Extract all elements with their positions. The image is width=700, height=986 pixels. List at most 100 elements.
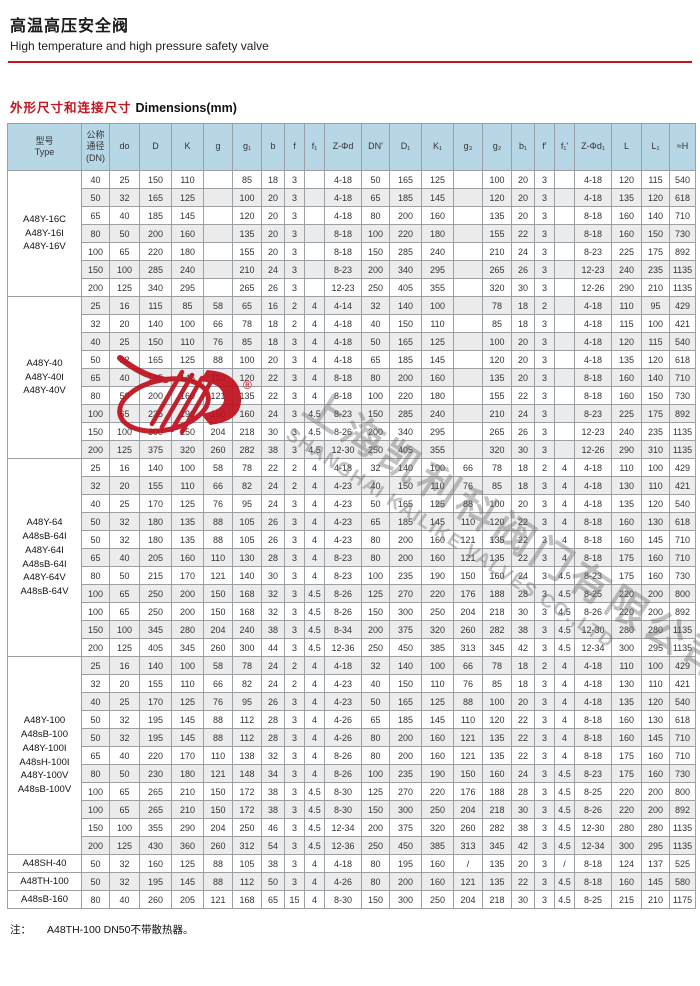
cell-L: 110	[611, 458, 642, 477]
cell-z-phi-d1: 8-23	[574, 566, 612, 585]
cell-dn: 65	[81, 746, 110, 765]
cell-g2: 218	[482, 602, 512, 621]
cell-do: 100	[109, 818, 140, 837]
cell-dn-prime: 200	[361, 818, 390, 837]
cell-D: 205	[139, 548, 172, 567]
table-row: 200 125 375 320 260 282 38 3 4.5 12-30 250 405 355 32…	[8, 440, 696, 459]
cell-g: 260	[203, 836, 233, 855]
cell-D: 150	[139, 170, 172, 189]
table-row: 65 40 220 170 110 138 32 3 4 8-26 80 200 160 121 135 22…	[8, 746, 696, 765]
cell-z-phi-d: 8-30	[324, 782, 362, 801]
cell-g	[203, 206, 233, 225]
cell-f: 3	[284, 494, 305, 513]
column-header-f1: f₁	[304, 123, 325, 171]
cell-f1-prime: 4.5	[554, 890, 575, 909]
table-row: 65 40 185 145 110 120 22 3 4 8-18 80 200 160 135 20 3 8-…	[8, 368, 696, 387]
cell-g3: 110	[453, 512, 483, 531]
cell-g	[203, 170, 233, 189]
table-row: 32 20 155 110 66 82 24 2 4 4-23 40 150 110 76 85 18 3 4 4-…	[8, 674, 696, 693]
cell-D1: 450	[389, 836, 422, 855]
cell-g3: 76	[453, 674, 483, 693]
cell-L1: 130	[641, 710, 670, 729]
cell-H: 1175	[669, 890, 696, 909]
cell-g: 150	[203, 404, 233, 423]
cell-L1: 137	[641, 854, 670, 873]
cell-do: 20	[109, 476, 140, 495]
cell-b1: 22	[511, 710, 535, 729]
cell-L1: 175	[641, 404, 670, 423]
cell-g1: 168	[232, 890, 262, 909]
cell-L1: 235	[641, 260, 670, 279]
cell-D: 260	[139, 890, 172, 909]
cell-g2: 188	[482, 584, 512, 603]
cell-K1: 100	[421, 296, 454, 315]
cell-dn: 65	[81, 548, 110, 567]
cell-K: 290	[171, 818, 204, 837]
cell-z-phi-d: 12-36	[324, 638, 362, 657]
cell-z-phi-d: 8-18	[324, 368, 362, 387]
cell-f1-prime: 4.5	[554, 638, 575, 657]
cell-z-phi-d1: 12-23	[574, 422, 612, 441]
cell-g2: 85	[482, 674, 512, 693]
cell-g1: 218	[232, 422, 262, 441]
cell-dn-prime: 50	[361, 494, 390, 513]
cell-f: 3	[284, 350, 305, 369]
cell-K: 110	[171, 674, 204, 693]
cell-f-prime: 3	[534, 242, 555, 261]
cell-dn: 40	[81, 494, 110, 513]
cell-g1: 155	[232, 242, 262, 261]
cell-f-prime: 3	[534, 890, 555, 909]
cell-g3: 121	[453, 548, 483, 567]
cell-g2: 265	[482, 260, 512, 279]
cell-K: 210	[171, 800, 204, 819]
cell-dn: 80	[81, 224, 110, 243]
cell-f1: 4.5	[304, 800, 325, 819]
cell-z-phi-d1: 4-18	[574, 296, 612, 315]
cell-K1: 385	[421, 638, 454, 657]
cell-z-phi-d1: 8-25	[574, 890, 612, 909]
column-header-H: ≈H	[669, 123, 696, 171]
cell-z-phi-d1: 8-18	[574, 206, 612, 225]
cell-z-phi-d: 8-26	[324, 764, 362, 783]
cell-f-prime: 2	[534, 656, 555, 675]
cell-do: 65	[109, 242, 140, 261]
cell-z-phi-d: 12-36	[324, 836, 362, 855]
cell-K: 135	[171, 512, 204, 531]
cell-g2: 155	[482, 386, 512, 405]
cell-b: 28	[261, 710, 285, 729]
cell-g3	[453, 278, 483, 297]
cell-dn: 50	[81, 728, 110, 747]
cell-do: 16	[109, 296, 140, 315]
cell-D: 235	[139, 404, 172, 423]
cell-b1: 42	[511, 836, 535, 855]
cell-g1: 82	[232, 674, 262, 693]
cell-b: 32	[261, 584, 285, 603]
cell-L1: 120	[641, 188, 670, 207]
cell-z-phi-d1: 12-34	[574, 638, 612, 657]
cell-D: 115	[139, 296, 172, 315]
cell-dn-prime: 200	[361, 260, 390, 279]
column-header-b: b	[261, 123, 285, 171]
cell-g2: 218	[482, 890, 512, 909]
cell-H: 429	[669, 296, 696, 315]
cell-f: 3	[284, 260, 305, 279]
cell-K1: 160	[421, 368, 454, 387]
cell-f1-prime: 4.5	[554, 782, 575, 801]
cell-f-prime: 3	[534, 602, 555, 621]
cell-f1-prime: 4.5	[554, 584, 575, 603]
cell-g2: 210	[482, 404, 512, 423]
cell-b: 65	[261, 890, 285, 909]
type-label: A48Y-64 A48sB-64I A48Y-64I A48sB-64I A48Y-64…	[7, 458, 82, 657]
cell-f-prime: 3	[534, 620, 555, 639]
cell-f-prime: 3	[534, 836, 555, 855]
cell-f1: 4.5	[304, 620, 325, 639]
cell-f1-prime: 4	[554, 476, 575, 495]
page-title-en: High temperature and high pressure safet…	[10, 39, 269, 53]
cell-do: 40	[109, 890, 140, 909]
cell-f1-prime	[554, 260, 575, 279]
cell-D: 215	[139, 566, 172, 585]
cell-b: 28	[261, 728, 285, 747]
cell-f1	[304, 224, 325, 243]
cell-f1: 4	[304, 458, 325, 477]
cell-f1: 4	[304, 674, 325, 693]
